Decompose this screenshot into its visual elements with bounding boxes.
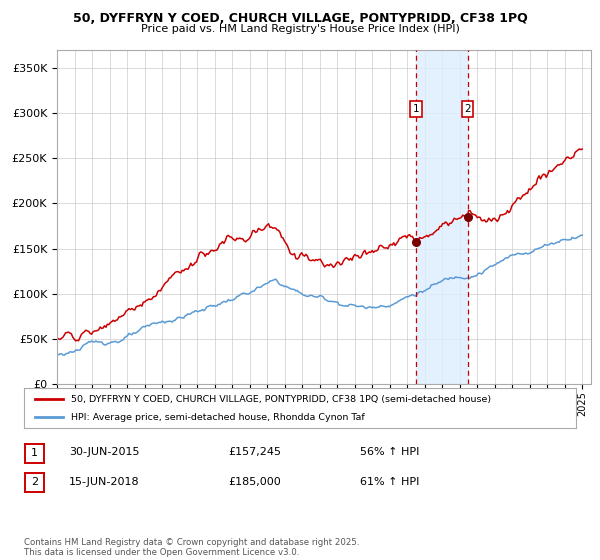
Text: 1: 1 — [31, 448, 38, 458]
Text: £185,000: £185,000 — [228, 477, 281, 487]
Text: 1: 1 — [413, 104, 419, 114]
Text: 61% ↑ HPI: 61% ↑ HPI — [360, 477, 419, 487]
Text: Price paid vs. HM Land Registry's House Price Index (HPI): Price paid vs. HM Land Registry's House … — [140, 24, 460, 34]
Text: Contains HM Land Registry data © Crown copyright and database right 2025.
This d: Contains HM Land Registry data © Crown c… — [24, 538, 359, 557]
Bar — [416, 50, 467, 384]
Text: 30-JUN-2015: 30-JUN-2015 — [69, 447, 139, 458]
Text: 50, DYFFRYN Y COED, CHURCH VILLAGE, PONTYPRIDD, CF38 1PQ (semi-detached house): 50, DYFFRYN Y COED, CHURCH VILLAGE, PONT… — [71, 395, 491, 404]
Text: 50, DYFFRYN Y COED, CHURCH VILLAGE, PONTYPRIDD, CF38 1PQ: 50, DYFFRYN Y COED, CHURCH VILLAGE, PONT… — [73, 12, 527, 25]
Text: 15-JUN-2018: 15-JUN-2018 — [69, 477, 140, 487]
Text: 56% ↑ HPI: 56% ↑ HPI — [360, 447, 419, 458]
Text: 2: 2 — [31, 477, 38, 487]
Text: 2: 2 — [464, 104, 471, 114]
Text: £157,245: £157,245 — [228, 447, 281, 458]
Text: HPI: Average price, semi-detached house, Rhondda Cynon Taf: HPI: Average price, semi-detached house,… — [71, 413, 365, 422]
